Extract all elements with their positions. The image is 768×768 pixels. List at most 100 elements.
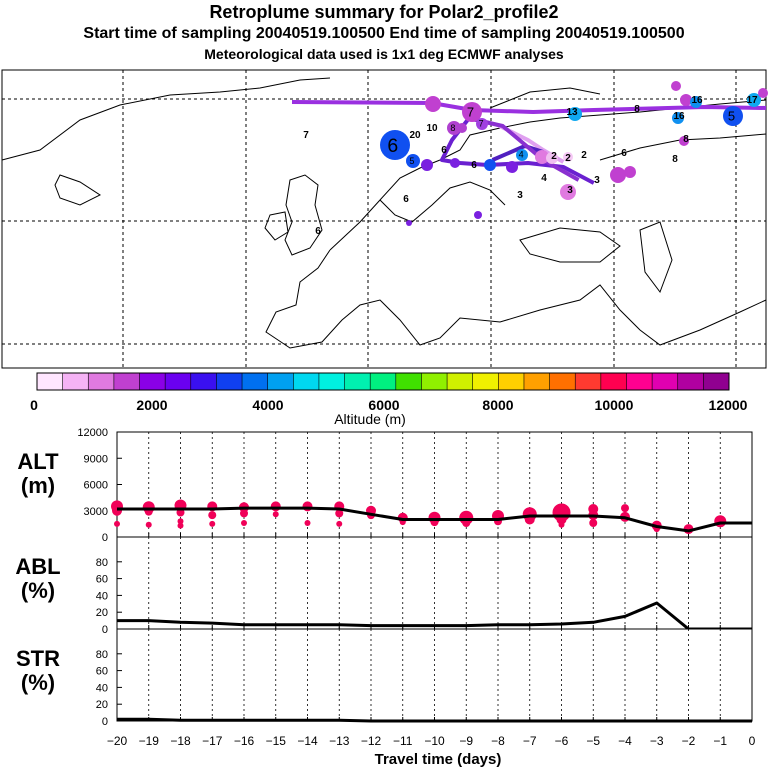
colorbar-tick-label: 12000 — [709, 397, 748, 413]
y-tick-label: 60 — [96, 574, 108, 586]
series-line — [117, 506, 752, 533]
plume-marker-label: 5 — [728, 109, 735, 124]
colorbar-axis-label: Altitude (m) — [334, 411, 406, 427]
x-tick-label: −6 — [555, 734, 569, 748]
x-tick-label: −7 — [523, 734, 537, 748]
coastline-iceland — [54, 174, 102, 206]
colorbar-tick-label: 2000 — [136, 397, 167, 413]
plume-number-label: 8 — [634, 104, 640, 115]
x-tick-label: −16 — [234, 734, 255, 748]
plume-marker — [406, 154, 420, 168]
altitude-scatter-point — [145, 521, 152, 528]
y-tick-label: 40 — [96, 590, 108, 602]
altitude-scatter-point — [209, 520, 216, 527]
plume-number-label: 4 — [541, 173, 547, 184]
plume-number-label: 2 — [551, 151, 557, 162]
plume-marker — [425, 96, 441, 112]
colorbar-swatch — [344, 373, 371, 390]
altitude-scatter-point — [621, 504, 629, 513]
coastline-kola — [489, 87, 601, 109]
colorbar-swatch — [113, 373, 141, 390]
plume-number-label: 3 — [567, 185, 573, 196]
x-axis-label: Travel time (days) — [375, 751, 502, 768]
colorbar-swatch — [62, 373, 89, 390]
plume-marker — [560, 184, 576, 200]
colorbar-swatch — [447, 373, 474, 390]
panel-ylabel: (%) — [21, 670, 55, 695]
plume-marker-label: 6 — [387, 135, 398, 157]
panel-ylabel: (m) — [21, 473, 55, 498]
panel-ylabel: (%) — [21, 578, 55, 603]
x-tick-label: −19 — [139, 734, 160, 748]
series-line — [117, 717, 752, 723]
panel-ylabel: ABL — [15, 554, 60, 579]
colorbar-swatch — [293, 373, 320, 390]
plume-number-label: 8 — [672, 154, 678, 165]
y-tick-label: 40 — [96, 682, 108, 694]
y-tick-label: 3000 — [84, 506, 108, 518]
plume-number-label: 3 — [517, 190, 523, 201]
plume-marker — [679, 136, 689, 146]
x-tick-label: −9 — [459, 734, 473, 748]
plume-marker-label: 4 — [519, 150, 524, 160]
plume-number-label: 3 — [594, 175, 600, 186]
colorbar-swatch — [318, 373, 346, 390]
plume-marker — [462, 102, 482, 122]
x-tick-label: −18 — [170, 734, 191, 748]
colorbar-swatch — [703, 373, 730, 390]
x-tick-label: −11 — [393, 734, 413, 748]
x-tick-label: −10 — [424, 734, 445, 748]
time-series-panels: 030006000900012000ALT(m)020406080ABL(%)0… — [15, 427, 755, 768]
plume-number-label: 6 — [315, 226, 321, 237]
colorbar-tick-label: 8000 — [482, 397, 513, 413]
plume-number-label: 6 — [441, 145, 447, 156]
y-tick-label: 20 — [96, 699, 108, 711]
colorbar-swatch — [267, 373, 294, 390]
colorbar-swatch — [498, 373, 525, 390]
altitude-scatter-point — [114, 520, 120, 527]
plume-marker — [747, 93, 761, 107]
plume-marker-label: 5 — [409, 156, 414, 166]
plume-number-label: 6 — [471, 160, 477, 171]
plume-number-label: 20 — [409, 130, 421, 141]
y-tick-label: 6000 — [84, 480, 108, 492]
coastline-mediterranean — [265, 249, 767, 349]
plume-marker — [671, 81, 681, 91]
plume-marker — [723, 106, 743, 126]
colorbar-swatch — [421, 373, 448, 390]
coastline-greenland — [1, 77, 331, 161]
colorbar-swatch — [472, 373, 499, 390]
plume-markers: 6 5 7 8 7 4 5 — [380, 81, 768, 226]
colorbar-frame — [36, 372, 730, 391]
colorbar-swatch — [37, 373, 64, 390]
plume-number-label: 16 — [673, 111, 685, 122]
plume-number-label: 6 — [621, 148, 627, 159]
colorbar-tick-label: 0 — [30, 397, 38, 413]
altitude-scatter-point — [558, 521, 565, 528]
x-tick-label: −13 — [329, 734, 350, 748]
colorbar-swatch — [190, 373, 217, 390]
altitude-scatter-point — [336, 520, 343, 527]
altitude-scatter-point — [240, 509, 248, 518]
plume-marker — [535, 150, 549, 164]
plume-number-label: 6 — [403, 194, 409, 205]
y-tick-label: 80 — [96, 649, 108, 661]
colorbar-tick-label: 10000 — [595, 397, 634, 413]
meteo-data-line: Meteorological data used is 1x1 deg ECMW… — [204, 46, 564, 62]
altitude-scatter-point — [177, 518, 184, 525]
y-tick-label: 9000 — [84, 453, 108, 465]
colorbar-swatch — [523, 373, 551, 390]
plume-marker-label: 7 — [479, 119, 484, 129]
plume-marker — [568, 107, 582, 121]
plume-number-label: 10 — [426, 123, 438, 134]
y-tick-label: 60 — [96, 666, 108, 678]
plume-marker — [672, 112, 684, 124]
plume-marker-label: 8 — [450, 123, 455, 133]
panel-ylabel: STR — [16, 646, 60, 671]
plume-number-label: 16 — [691, 95, 703, 106]
x-tick-label: −14 — [297, 734, 318, 748]
colorbar-swatch — [216, 373, 243, 390]
